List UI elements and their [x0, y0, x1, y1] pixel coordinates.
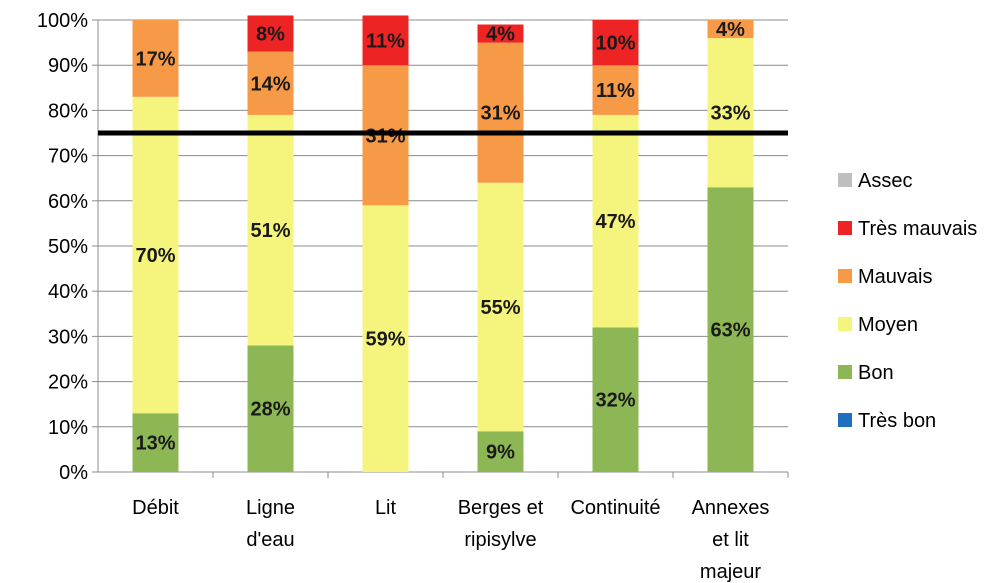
x-category-label: Lit — [375, 497, 397, 519]
x-category-label: et lit — [712, 529, 749, 551]
y-tick-label: 0% — [59, 462, 88, 484]
data-label: 51% — [250, 220, 290, 242]
bar-segment — [592, 327, 639, 472]
x-category-label: d'eau — [246, 529, 294, 551]
data-label: 14% — [250, 73, 290, 95]
data-label: 31% — [480, 103, 520, 125]
data-label: 70% — [135, 245, 175, 267]
data-label: 33% — [710, 103, 750, 125]
bar-segment — [477, 182, 524, 432]
y-tick-label: 90% — [48, 55, 88, 77]
x-category-label: Ligne — [246, 497, 295, 519]
data-label: 9% — [486, 442, 515, 464]
bar-segment — [362, 15, 409, 66]
x-category-label: Continuité — [570, 497, 660, 519]
legend-swatch — [838, 317, 852, 331]
axes: 0% 10% 20% 30% 40% 50% 60% 70% 80% 90% 100% Débit Li… — [37, 10, 789, 583]
data-label: 59% — [365, 329, 405, 351]
data-label: 8% — [256, 24, 285, 46]
bar-segment — [132, 20, 179, 97]
bar-segment — [477, 431, 524, 472]
data-label: 32% — [595, 390, 635, 412]
bar-segment — [477, 24, 524, 43]
legend-label: Mauvais — [858, 266, 932, 288]
legend-swatch — [838, 413, 852, 427]
legend-label: Assec — [858, 170, 912, 192]
bar-segment — [247, 15, 294, 52]
data-label: 63% — [710, 320, 750, 342]
data-label: 4% — [716, 19, 745, 41]
gridlines — [98, 19, 788, 428]
data-label: 55% — [480, 297, 520, 319]
data-label: 11% — [596, 80, 635, 102]
bar-segment — [707, 187, 754, 473]
bar-segment — [247, 114, 294, 346]
data-label: 4% — [486, 24, 515, 46]
bar-segment — [132, 413, 179, 472]
legend-swatch — [838, 173, 852, 187]
bar-segment — [477, 42, 524, 183]
y-tick-label: 80% — [48, 100, 88, 122]
x-category-label: Annexes — [692, 497, 770, 519]
data-label: 28% — [250, 399, 290, 421]
y-tick-label: 100% — [37, 10, 88, 32]
data-label: 11% — [366, 30, 405, 52]
y-tick-label: 70% — [48, 146, 88, 168]
legend-swatch — [838, 365, 852, 379]
data-label: 13% — [135, 433, 175, 455]
data-label: 10% — [595, 33, 635, 55]
bars — [132, 15, 754, 473]
bar-segment — [592, 20, 639, 66]
legend: Assec Très mauvais Mauvais Moyen Bon Très bon — [838, 170, 977, 432]
legend-label: Très bon — [858, 410, 936, 432]
y-tick-label: 20% — [48, 372, 88, 394]
bar-segment — [707, 38, 754, 188]
data-label: 17% — [135, 48, 175, 70]
bar-segment — [247, 51, 294, 115]
bar-segment — [247, 345, 294, 472]
y-tick-label: 30% — [48, 326, 88, 348]
bar-segment — [132, 96, 179, 414]
y-tick-label: 50% — [48, 236, 88, 258]
x-category-label: Berges et — [458, 497, 544, 519]
legend-label: Moyen — [858, 314, 918, 336]
legend-label: Très mauvais — [858, 218, 977, 240]
y-tick-label: 60% — [48, 191, 88, 213]
x-category-label: Débit — [132, 497, 179, 519]
x-category-label: majeur — [700, 561, 761, 583]
data-labels: 13%70%17%28%51%14%8%59%31%11%9%55%31%4%3… — [135, 19, 750, 464]
bar-segment — [707, 20, 754, 39]
legend-swatch — [838, 269, 852, 283]
legend-swatch — [838, 221, 852, 235]
y-tick-label: 10% — [48, 417, 88, 439]
data-label: 47% — [595, 211, 635, 233]
x-category-label: ripisylve — [464, 529, 536, 551]
bar-segment — [592, 65, 639, 115]
bar-segment — [362, 205, 409, 472]
legend-label: Bon — [858, 362, 894, 384]
y-tick-label: 40% — [48, 281, 88, 303]
bar-segment — [592, 114, 639, 328]
